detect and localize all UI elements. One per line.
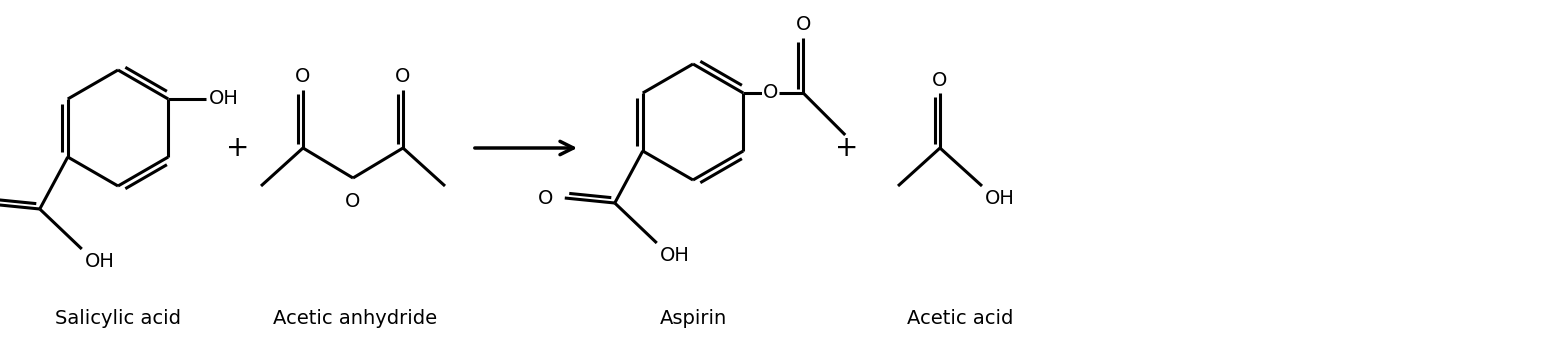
Text: O: O bbox=[762, 84, 778, 103]
Text: +: + bbox=[227, 134, 250, 162]
Text: Acetic anhydride: Acetic anhydride bbox=[272, 308, 437, 328]
Text: Salicylic acid: Salicylic acid bbox=[55, 308, 182, 328]
Text: OH: OH bbox=[984, 189, 1014, 208]
Text: +: + bbox=[836, 134, 859, 162]
Text: Aspirin: Aspirin bbox=[659, 308, 726, 328]
Text: OH: OH bbox=[210, 90, 239, 108]
Text: O: O bbox=[795, 15, 811, 35]
Text: O: O bbox=[296, 66, 311, 85]
Text: OH: OH bbox=[85, 252, 114, 271]
Text: O: O bbox=[346, 192, 360, 211]
Text: OH: OH bbox=[660, 246, 690, 265]
Text: Acetic acid: Acetic acid bbox=[906, 308, 1013, 328]
Text: O: O bbox=[537, 189, 552, 208]
Text: O: O bbox=[396, 66, 410, 85]
Text: O: O bbox=[933, 70, 948, 90]
